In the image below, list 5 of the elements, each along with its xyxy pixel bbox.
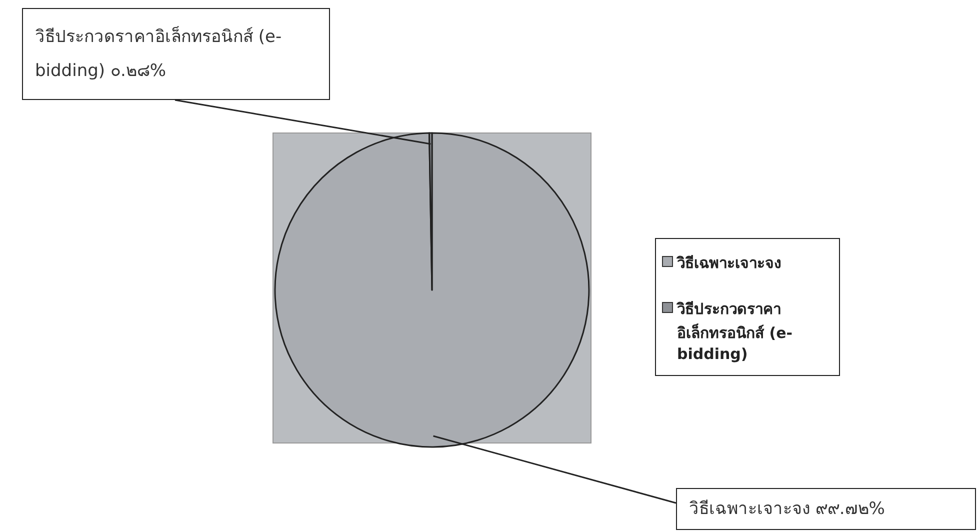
data-label: ๐.๒๘% [110,61,166,81]
data-label: ๙๙.๗๒% [815,499,885,519]
legend-label: วิธีเฉพาะเจาะจง [677,253,781,274]
legend-label: วิธีประกวดราคาอิเล็กทรอนิกส์ (e-bidding) [677,299,794,363]
slice-label: วิธีเฉพาะเจาะจง [689,499,810,519]
